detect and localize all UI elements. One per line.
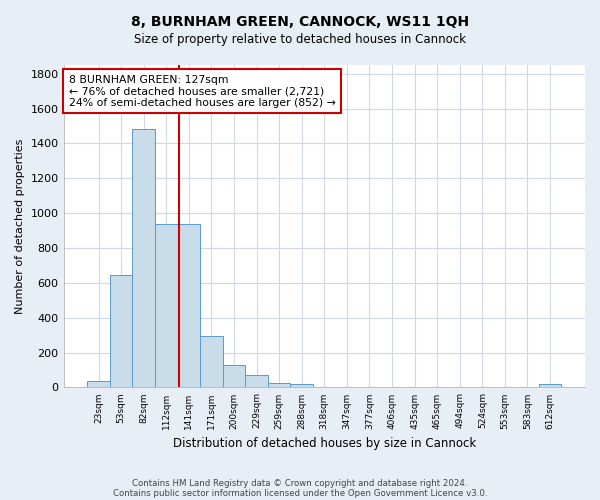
Bar xyxy=(516,386,539,388)
Bar xyxy=(110,275,133,388)
Bar xyxy=(268,383,290,388)
Bar xyxy=(448,386,471,388)
Bar xyxy=(245,375,268,388)
Bar xyxy=(155,224,178,388)
Bar xyxy=(290,384,313,388)
Text: 8, BURNHAM GREEN, CANNOCK, WS11 1QH: 8, BURNHAM GREEN, CANNOCK, WS11 1QH xyxy=(131,15,469,29)
Bar xyxy=(178,224,200,388)
Bar xyxy=(358,386,381,388)
Text: Size of property relative to detached houses in Cannock: Size of property relative to detached ho… xyxy=(134,32,466,46)
Bar xyxy=(223,365,245,388)
Bar xyxy=(426,386,448,388)
Text: 8 BURNHAM GREEN: 127sqm
← 76% of detached houses are smaller (2,721)
24% of semi: 8 BURNHAM GREEN: 127sqm ← 76% of detache… xyxy=(69,74,335,108)
Y-axis label: Number of detached properties: Number of detached properties xyxy=(15,138,25,314)
Text: Contains HM Land Registry data © Crown copyright and database right 2024.: Contains HM Land Registry data © Crown c… xyxy=(132,478,468,488)
Text: Contains public sector information licensed under the Open Government Licence v3: Contains public sector information licen… xyxy=(113,488,487,498)
Bar xyxy=(494,386,516,388)
Bar xyxy=(471,386,494,388)
Bar xyxy=(403,386,426,388)
X-axis label: Distribution of detached houses by size in Cannock: Distribution of detached houses by size … xyxy=(173,437,476,450)
Bar xyxy=(335,386,358,388)
Bar xyxy=(87,382,110,388)
Bar xyxy=(200,336,223,388)
Bar xyxy=(313,386,335,388)
Bar xyxy=(133,130,155,388)
Bar xyxy=(539,384,561,388)
Bar xyxy=(381,386,403,388)
